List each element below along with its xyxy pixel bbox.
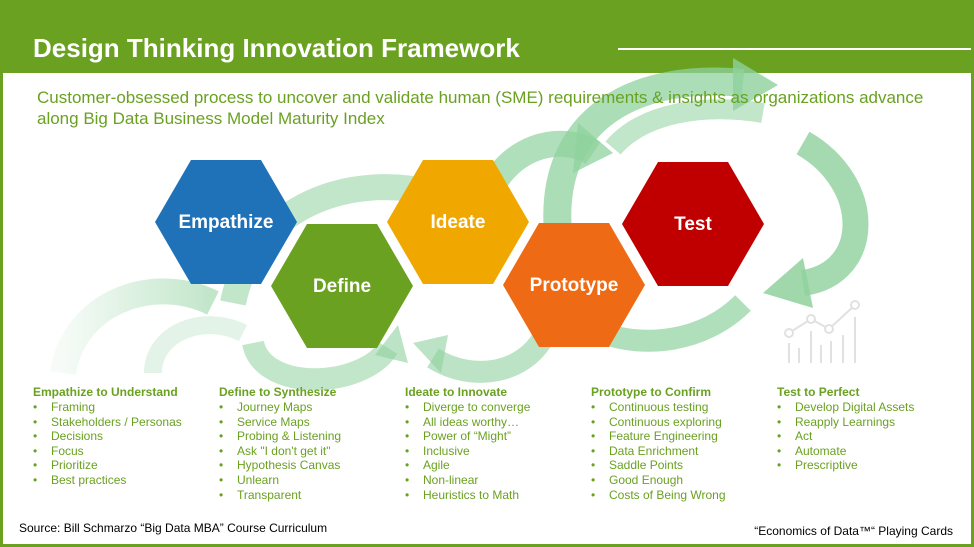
list-item: Prioritize xyxy=(33,458,223,473)
column-heading: Define to Synthesize xyxy=(219,385,337,399)
column-heading: Test to Perfect xyxy=(777,385,860,399)
subtitle: Customer-obsessed process to uncover and… xyxy=(37,88,924,128)
hex-ideate: Ideate xyxy=(387,160,529,284)
hex-empathize-label: Empathize xyxy=(178,212,273,233)
column-list: Develop Digital Assets Reapply Learnings… xyxy=(777,400,967,473)
list-item: Non-linear xyxy=(405,473,595,488)
hex-define-label: Define xyxy=(313,276,371,297)
chart-line-icon xyxy=(784,300,860,363)
column-ideate: Ideate to Innovate Diverge to converge A… xyxy=(405,385,595,502)
list-item: Transparent xyxy=(219,488,409,503)
arrowhead-3 xyxy=(413,335,448,373)
list-item: Saddle Points xyxy=(591,458,781,473)
list-item: Best practices xyxy=(33,473,223,488)
list-item: Journey Maps xyxy=(219,400,409,415)
source-citation: Source: Bill Schmarzo “Big Data MBA” Cou… xyxy=(19,521,328,535)
column-heading: Prototype to Confirm xyxy=(591,385,711,399)
list-item: Probing & Listening xyxy=(219,429,409,444)
hex-test-shape xyxy=(622,162,764,286)
arrowhead-5 xyxy=(733,58,778,111)
list-item: Prescriptive xyxy=(777,458,967,473)
column-test: Test to Perfect Develop Digital Assets R… xyxy=(777,385,967,473)
list-item: Reapply Learnings xyxy=(777,415,967,430)
column-prototype: Prototype to Confirm Continuous testing … xyxy=(591,385,781,502)
column-heading: Ideate to Innovate xyxy=(405,385,508,399)
column-list: Framing Stakeholders / Personas Decision… xyxy=(33,400,223,488)
list-item: Decisions xyxy=(33,429,223,444)
list-item: Feature Engineering xyxy=(591,429,781,444)
swirl-arrow-faded-1 xyxy=(50,278,219,376)
list-item: Service Maps xyxy=(219,415,409,430)
hex-prototype: Prototype xyxy=(503,223,645,347)
arrowhead-2 xyxy=(375,325,408,363)
list-item: Good Enough xyxy=(591,473,781,488)
hex-test: Test xyxy=(622,162,764,286)
title-rule xyxy=(618,48,971,50)
swirl-arrow-2 xyxy=(242,339,398,391)
swirl-arrow-8 xyxy=(599,294,751,352)
page-title: Design Thinking Innovation Framework xyxy=(33,33,520,63)
column-list: Diverge to converge All ideas worthy… Po… xyxy=(405,400,595,502)
hex-define: Define xyxy=(271,224,413,348)
list-item: Stakeholders / Personas xyxy=(33,415,223,430)
list-item: Framing xyxy=(33,400,223,415)
column-list: Continuous testing Continuous exploring … xyxy=(591,400,781,502)
hex-prototype-label: Prototype xyxy=(530,275,619,296)
list-item: Agile xyxy=(405,458,595,473)
hex-test-label: Test xyxy=(674,214,712,235)
hex-ideate-label: Ideate xyxy=(431,212,486,233)
list-item: Costs of Being Wrong xyxy=(591,488,781,503)
framework-diagram: Empathize Ideate Test Define Prototype xyxy=(50,58,869,391)
column-list: Journey Maps Service Maps Probing & List… xyxy=(219,400,409,502)
footer-credit: “Economics of Data™“ Playing Cards xyxy=(754,524,953,538)
list-item: Automate xyxy=(777,444,967,459)
swirl-arrow-7 xyxy=(796,131,869,296)
hex-empathize-shape xyxy=(155,160,297,284)
list-item: Develop Digital Assets xyxy=(777,400,967,415)
hex-empathize: Empathize xyxy=(155,160,297,284)
list-item: Data Enrichment xyxy=(591,444,781,459)
list-item: Continuous testing xyxy=(591,400,781,415)
list-item: Unlearn xyxy=(219,473,409,488)
list-item: Heuristics to Math xyxy=(405,488,595,503)
list-item: Power of “Might” xyxy=(405,429,595,444)
swirl-arrow-3 xyxy=(427,331,553,383)
title-bar: Design Thinking Innovation Framework xyxy=(3,3,971,73)
swirl-arrow-faded-2 xyxy=(144,316,248,374)
list-item: Continuous exploring xyxy=(591,415,781,430)
column-define: Define to Synthesize Journey Maps Servic… xyxy=(219,385,409,502)
list-item: Inclusive xyxy=(405,444,595,459)
column-empathize: Empathize to Understand Framing Stakehol… xyxy=(33,385,223,488)
arrowhead-7 xyxy=(763,258,813,308)
list-item: Focus xyxy=(33,444,223,459)
list-item: Act xyxy=(777,429,967,444)
list-item: Diverge to converge xyxy=(405,400,595,415)
hex-prototype-shape xyxy=(503,223,645,347)
column-heading: Empathize to Understand xyxy=(33,385,178,399)
list-item: Hypothesis Canvas xyxy=(219,458,409,473)
hex-define-shape xyxy=(271,224,413,348)
swirl-arrow-6 xyxy=(605,99,765,155)
list-item: All ideas worthy… xyxy=(405,415,595,430)
list-item: Ask "I don't get it" xyxy=(219,444,409,459)
hex-ideate-shape xyxy=(387,160,529,284)
swirl-arrow-5 xyxy=(543,67,745,235)
